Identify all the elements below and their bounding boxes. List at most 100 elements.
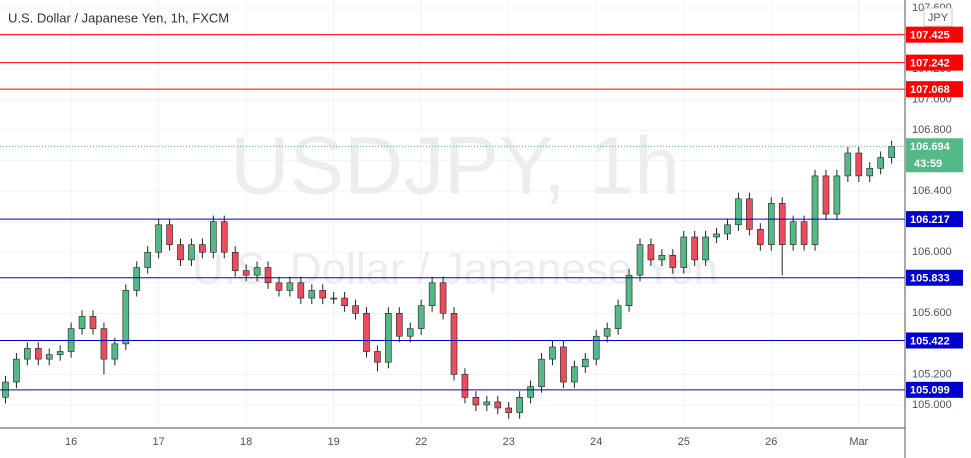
level-label: 107.425	[910, 30, 950, 42]
candle-body	[34, 348, 42, 360]
candle-body	[363, 313, 370, 352]
candle-body	[527, 386, 534, 398]
candle-body	[549, 346, 556, 360]
candle-body	[702, 236, 709, 261]
x-tick-label: Mar	[849, 436, 868, 448]
candle-body	[571, 366, 578, 383]
candle-body	[308, 290, 316, 299]
candle-body	[636, 244, 644, 276]
candle-body	[833, 175, 841, 215]
candle-body	[133, 267, 141, 291]
x-tick-label: 16	[65, 436, 77, 448]
level-label: 105.833	[910, 273, 950, 285]
candle-body	[844, 152, 852, 177]
candle-body	[450, 313, 458, 375]
candle-body	[352, 305, 359, 314]
y-tick-label: 105.200	[912, 368, 952, 380]
candle-body	[111, 343, 119, 360]
candle-body	[494, 401, 502, 409]
level-label-box	[906, 332, 963, 349]
x-tick-label: 24	[590, 436, 602, 448]
candle-body	[177, 244, 184, 261]
candle-body	[483, 401, 491, 406]
marks	[0, 34, 905, 419]
last-price-label: 106.694	[910, 141, 951, 153]
level-label: 105.422	[910, 335, 950, 347]
candle-body	[341, 297, 348, 306]
x-tick-label: 25	[678, 436, 690, 448]
candle-body	[560, 346, 567, 383]
x-tick-label: 19	[328, 436, 340, 448]
candle-body	[144, 251, 151, 268]
candle-body	[417, 305, 425, 329]
candle-body	[155, 224, 162, 253]
candle-body	[505, 407, 513, 413]
candle-body	[680, 236, 688, 268]
last-price-box	[906, 138, 963, 173]
candle-body	[374, 351, 381, 363]
candle-body	[100, 328, 108, 360]
level-label-box	[906, 269, 963, 286]
candle-body	[472, 397, 480, 406]
candle-body	[757, 229, 764, 245]
candle-body	[188, 244, 195, 261]
candle-body	[210, 221, 217, 253]
y-tick-label: 106.000	[912, 246, 952, 258]
candle-body	[877, 157, 884, 169]
candle-body	[866, 167, 874, 177]
candle-body	[614, 305, 622, 329]
time-axis-bg	[0, 428, 971, 458]
candle-body	[13, 358, 20, 383]
currency-box	[923, 7, 953, 27]
currency: JPY	[928, 12, 949, 24]
candle-body	[330, 297, 337, 300]
candle-body	[428, 282, 436, 306]
candle-body	[538, 358, 545, 387]
y-tick-label: 105.600	[912, 307, 952, 319]
candle-body	[319, 290, 327, 299]
y-tick-label: 106.800	[912, 124, 952, 136]
countdown: 43:59	[914, 158, 942, 170]
candle-body	[297, 282, 305, 299]
candle-body	[220, 221, 228, 253]
x-tick-label: 23	[503, 436, 515, 448]
candle-body	[516, 397, 523, 413]
candle-body	[713, 233, 720, 238]
chart-title: U.S. Dollar / Japanese Yen, 1h, FXCM	[8, 10, 229, 25]
level-label-box	[906, 54, 963, 71]
candle-body	[231, 251, 239, 271]
candle-body	[89, 316, 97, 329]
candle-body	[406, 328, 414, 337]
candle-body	[888, 145, 895, 158]
candle-body	[625, 274, 633, 306]
candle-body	[789, 221, 797, 245]
level-label-box	[906, 81, 963, 98]
candle-body	[767, 203, 775, 245]
candle-body	[603, 328, 611, 337]
candle-body	[855, 152, 863, 177]
y-tick-label: 105.000	[912, 399, 952, 411]
candle-body	[735, 198, 742, 226]
grid	[0, 0, 905, 428]
axis: 105.000105.200105.400105.600105.800106.0…	[65, 2, 963, 448]
candle-body	[264, 267, 272, 284]
candle-body	[242, 270, 250, 276]
candle-body	[778, 203, 786, 245]
level-label: 107.242	[910, 58, 950, 70]
candle-body	[385, 313, 392, 363]
x-tick-label: 26	[765, 436, 777, 448]
candle-body	[581, 358, 589, 368]
candle-body	[811, 175, 819, 245]
candle-body	[822, 175, 830, 215]
candle-body	[724, 224, 731, 235]
candle-body	[800, 221, 808, 245]
candle-body	[439, 282, 447, 314]
price-axis-bg	[905, 0, 971, 458]
candle-body	[199, 244, 206, 253]
candle-body	[286, 282, 294, 291]
candle-body	[592, 335, 600, 360]
candle-body	[647, 244, 655, 261]
candle-body	[691, 236, 698, 261]
candle-body	[461, 374, 469, 398]
